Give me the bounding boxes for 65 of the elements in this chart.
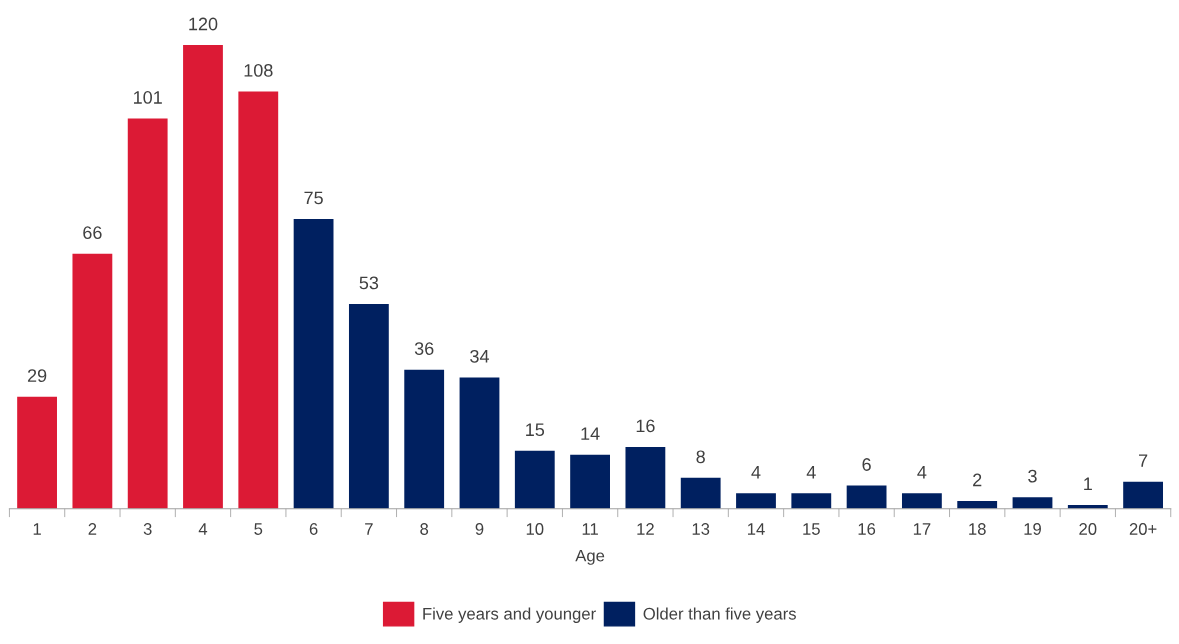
x-tick-label: 7 xyxy=(365,523,373,535)
bar xyxy=(183,45,223,509)
x-tick-label: 1 xyxy=(33,523,41,535)
x-tick-label: 8 xyxy=(420,523,429,535)
bar xyxy=(957,501,998,509)
x-tick-label: 15 xyxy=(803,523,820,535)
data-label: 101 xyxy=(134,91,162,104)
bar xyxy=(238,91,279,509)
data-label: 108 xyxy=(244,63,273,77)
bar xyxy=(348,303,389,509)
bar xyxy=(1012,497,1053,509)
data-label: 4 xyxy=(917,466,927,479)
x-tick-label: 3 xyxy=(143,523,152,535)
x-tick-label: 18 xyxy=(969,523,986,535)
bar xyxy=(17,396,57,509)
bar xyxy=(625,446,666,509)
bar xyxy=(901,493,942,509)
bar xyxy=(72,253,113,509)
data-label: 66 xyxy=(83,226,102,240)
bar xyxy=(680,477,721,509)
data-label: 8 xyxy=(696,450,705,464)
data-label: 14 xyxy=(581,427,600,440)
x-tick-label: 14 xyxy=(747,523,765,535)
x-tick-label: 17 xyxy=(913,523,931,535)
bar xyxy=(846,485,887,509)
x-tick-label: 16 xyxy=(858,523,876,535)
x-tick-label: 11 xyxy=(582,523,598,535)
data-label: 6 xyxy=(862,458,871,471)
x-tick-label: 20+ xyxy=(1129,523,1157,535)
data-label: 3 xyxy=(1028,469,1037,483)
data-label: 75 xyxy=(304,191,323,205)
data-label: 120 xyxy=(189,17,218,31)
data-label: 1 xyxy=(1084,477,1092,491)
bar xyxy=(514,450,555,509)
data-label: 4 xyxy=(751,466,761,479)
data-label: 2 xyxy=(973,473,982,487)
data-label: 15 xyxy=(526,423,545,437)
x-tick-label: 6 xyxy=(309,523,318,535)
bar xyxy=(293,218,334,509)
x-tick-label: 5 xyxy=(254,523,263,535)
data-label: 34 xyxy=(470,349,489,363)
bar xyxy=(459,377,500,509)
x-tick-label: 13 xyxy=(692,523,710,535)
x-tick-label: 12 xyxy=(637,523,654,535)
data-label: 16 xyxy=(636,419,655,433)
x-tick-label: 2 xyxy=(88,523,97,535)
legend-label: Five years and younger xyxy=(423,607,596,623)
bar xyxy=(1123,481,1163,509)
x-tick-label: 4 xyxy=(198,523,208,535)
data-label: 53 xyxy=(359,276,379,290)
bar xyxy=(736,493,776,509)
data-label: 4 xyxy=(806,466,816,479)
legend-label: Older than five years xyxy=(643,607,796,623)
x-tick-label: 20 xyxy=(1079,523,1097,535)
x-axis-title: Age xyxy=(575,549,605,565)
x-tick-label: 10 xyxy=(526,523,544,535)
bar xyxy=(791,493,832,509)
data-label: 29 xyxy=(27,369,47,383)
bar xyxy=(127,118,168,509)
data-label: 36 xyxy=(414,342,434,355)
bar xyxy=(570,454,610,509)
x-tick-label: 19 xyxy=(1024,523,1041,535)
bar xyxy=(404,369,445,509)
data-label: 7 xyxy=(1139,454,1148,467)
x-tick-label: 9 xyxy=(475,523,484,535)
